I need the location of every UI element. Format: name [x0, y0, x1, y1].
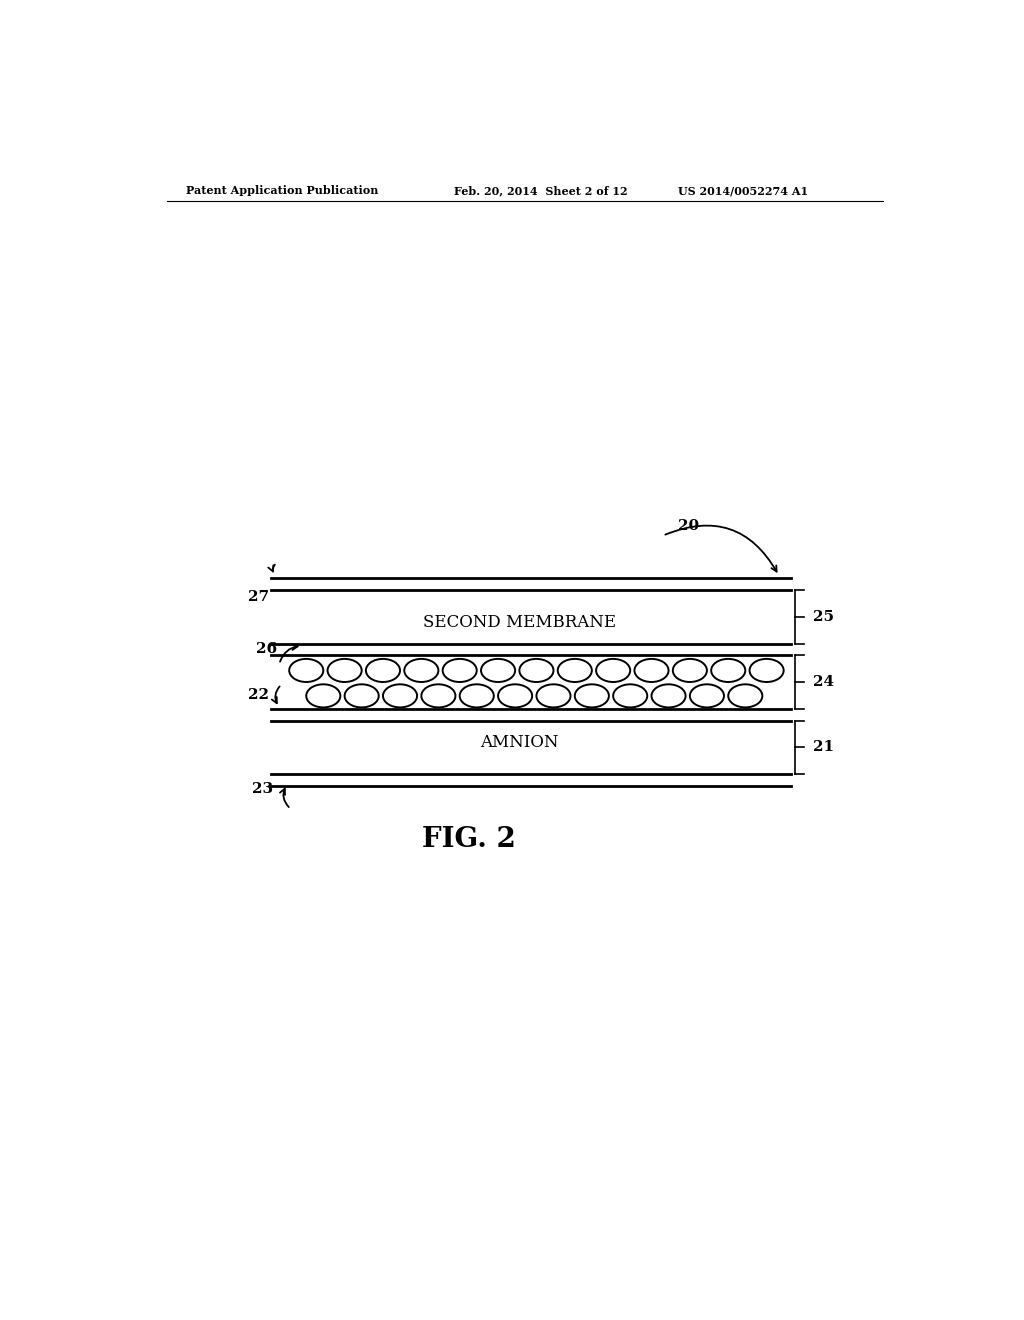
Ellipse shape [383, 684, 417, 708]
Ellipse shape [750, 659, 783, 682]
Text: 24: 24 [813, 675, 835, 689]
Ellipse shape [328, 659, 361, 682]
Text: Patent Application Publication: Patent Application Publication [186, 185, 379, 197]
Ellipse shape [404, 659, 438, 682]
Text: 23: 23 [252, 781, 273, 796]
Ellipse shape [442, 659, 477, 682]
Ellipse shape [673, 659, 707, 682]
Ellipse shape [558, 659, 592, 682]
Ellipse shape [635, 659, 669, 682]
Ellipse shape [651, 684, 686, 708]
Ellipse shape [306, 684, 340, 708]
Ellipse shape [345, 684, 379, 708]
Ellipse shape [460, 684, 494, 708]
Text: 26: 26 [256, 642, 278, 656]
Ellipse shape [421, 684, 456, 708]
Ellipse shape [481, 659, 515, 682]
Ellipse shape [289, 659, 324, 682]
Text: AMNION: AMNION [480, 734, 559, 751]
Text: Feb. 20, 2014  Sheet 2 of 12: Feb. 20, 2014 Sheet 2 of 12 [454, 185, 627, 197]
Ellipse shape [712, 659, 745, 682]
Text: US 2014/0052274 A1: US 2014/0052274 A1 [678, 185, 808, 197]
Text: 21: 21 [813, 741, 835, 755]
Ellipse shape [690, 684, 724, 708]
Ellipse shape [498, 684, 532, 708]
Text: FIG. 2: FIG. 2 [422, 826, 516, 853]
Ellipse shape [613, 684, 647, 708]
Ellipse shape [596, 659, 630, 682]
Text: 20: 20 [678, 519, 699, 532]
Text: 22: 22 [248, 688, 269, 702]
Ellipse shape [728, 684, 762, 708]
Ellipse shape [537, 684, 570, 708]
Text: 27: 27 [248, 590, 269, 605]
Ellipse shape [366, 659, 400, 682]
Ellipse shape [519, 659, 554, 682]
Text: SECOND MEMBRANE: SECOND MEMBRANE [423, 614, 616, 631]
Text: 25: 25 [813, 610, 835, 623]
Ellipse shape [574, 684, 609, 708]
